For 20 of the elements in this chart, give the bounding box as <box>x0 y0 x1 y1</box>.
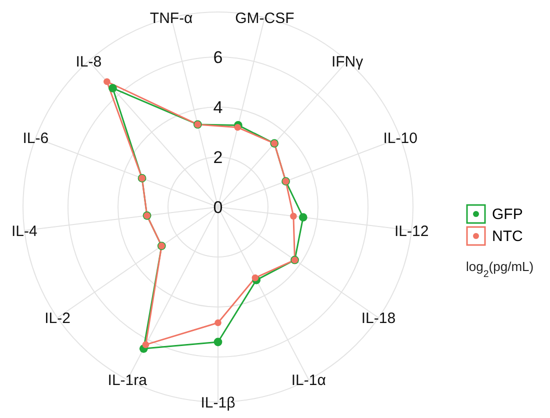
y-tick-label: 2 <box>213 148 223 167</box>
spoke-label: IL-12 <box>394 222 429 240</box>
spoke-label: IL-18 <box>361 310 396 328</box>
y-tick-label: 6 <box>213 48 223 67</box>
spoke-label: IL-8 <box>76 53 102 70</box>
spoke-label: TNF-α <box>150 10 194 27</box>
spoke-label: IL-10 <box>383 130 418 148</box>
y-tick-label: 0 <box>213 198 223 217</box>
spoke-label: IL-2 <box>44 310 70 328</box>
spoke-label: IL-6 <box>22 130 49 148</box>
spoke-label: IL-1β <box>200 394 236 412</box>
legend-label: GFP <box>492 206 523 222</box>
y-tick-label: 4 <box>213 98 223 117</box>
legend-label: NTC <box>492 228 523 244</box>
spoke-label: IL-1α <box>291 372 326 389</box>
legend-title: log$_{2}$(pg/mL) <box>466 259 534 280</box>
spoke-label: IFNγ <box>331 53 364 70</box>
spoke-label: IL-4 <box>11 222 38 240</box>
spoke-label: IL-1ra <box>108 372 148 389</box>
spoke-label: GM-CSF <box>235 10 294 27</box>
